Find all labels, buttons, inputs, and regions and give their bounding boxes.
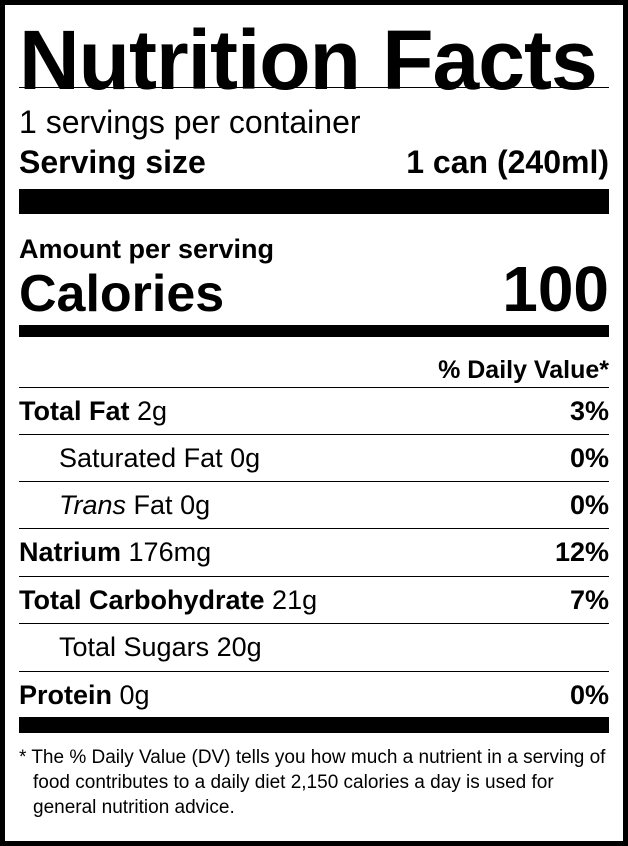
calories: Calories 100 xyxy=(19,257,609,326)
nutrient-row-total-sugars: Total Sugars 20g xyxy=(19,623,609,671)
nutrient-amount: 20g xyxy=(216,632,262,662)
nutrient-row-total-carbohydrate: Total Carbohydrate 21g 7% xyxy=(19,576,609,624)
nutrient-label: Total Carbohydrate xyxy=(19,585,265,615)
nutrient-row-protein: Protein 0g 0% xyxy=(19,671,609,719)
nutrient-amount: 0g xyxy=(119,680,150,710)
nutrient-label: Fat xyxy=(133,490,173,520)
nutrient-label: Total Sugars xyxy=(59,632,210,662)
amount-per-serving: Amount per serving xyxy=(19,234,275,264)
nutrient-dv: 0% xyxy=(569,680,609,710)
nutrient-amount: 21g xyxy=(272,585,318,615)
nutrient-dv: 12% xyxy=(554,537,609,567)
daily-value-header: % Daily Value* xyxy=(438,356,609,384)
thick-divider xyxy=(19,189,609,214)
serving-size-label: Serving size xyxy=(19,144,206,180)
nutrient-amount: 2g xyxy=(137,396,168,426)
calories-label: Calories xyxy=(19,265,225,323)
serving-size: Serving size 1 can (240ml) xyxy=(19,143,609,181)
nutrient-dv: 0% xyxy=(569,490,609,520)
nutrient-amount: 0g xyxy=(230,443,261,473)
nutrient-row-trans-fat: Trans Fat 0g 0% xyxy=(19,481,609,529)
nutrient-dv: 0% xyxy=(569,443,609,473)
servings-per-container: 1 servings per container xyxy=(19,104,361,140)
serving-size-value: 1 can (240ml) xyxy=(406,144,609,180)
nutrient-amount: 0g xyxy=(180,490,211,520)
nutrient-row-total-fat: Total Fat 2g 3% xyxy=(19,387,609,435)
calories-value: 100 xyxy=(502,253,609,325)
divider xyxy=(19,87,609,88)
nutrient-label: Saturated Fat xyxy=(59,443,223,473)
nutrient-row-natrium: Natrium 176mg 12% xyxy=(19,528,609,576)
nutrient-amount: 176mg xyxy=(128,537,212,567)
nutrient-row-saturated-fat: Saturated Fat 0g 0% xyxy=(19,434,609,482)
footnote: * The % Daily Value (DV) tells you how m… xyxy=(19,745,609,820)
nutrient-label-italic: Trans xyxy=(59,490,127,520)
thick-divider-bottom xyxy=(19,717,609,733)
nutrient-dv: 3% xyxy=(569,396,609,426)
nutrient-dv: 7% xyxy=(569,585,609,615)
nutrient-label: Protein xyxy=(19,680,113,710)
footnote-text: * The % Daily Value (DV) tells you how m… xyxy=(19,747,606,818)
nutrient-label: Natrium xyxy=(19,537,122,567)
label-title: Nutrition Facts xyxy=(19,13,598,107)
nutrient-label: Total Fat xyxy=(19,396,130,426)
medium-divider xyxy=(19,325,609,337)
